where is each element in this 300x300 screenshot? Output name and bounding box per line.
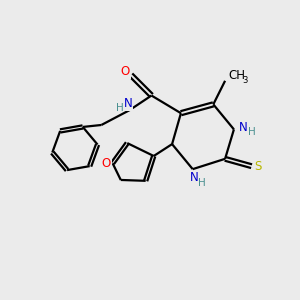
Text: 3: 3 xyxy=(242,76,247,85)
Text: O: O xyxy=(120,65,130,79)
Text: S: S xyxy=(254,160,262,173)
Text: N: N xyxy=(190,172,199,184)
Text: N: N xyxy=(239,122,248,134)
Text: O: O xyxy=(101,157,111,170)
Text: H: H xyxy=(116,103,124,113)
Text: H: H xyxy=(248,127,256,137)
Text: N: N xyxy=(124,97,132,110)
Text: CH: CH xyxy=(229,69,246,82)
Text: H: H xyxy=(198,178,206,188)
